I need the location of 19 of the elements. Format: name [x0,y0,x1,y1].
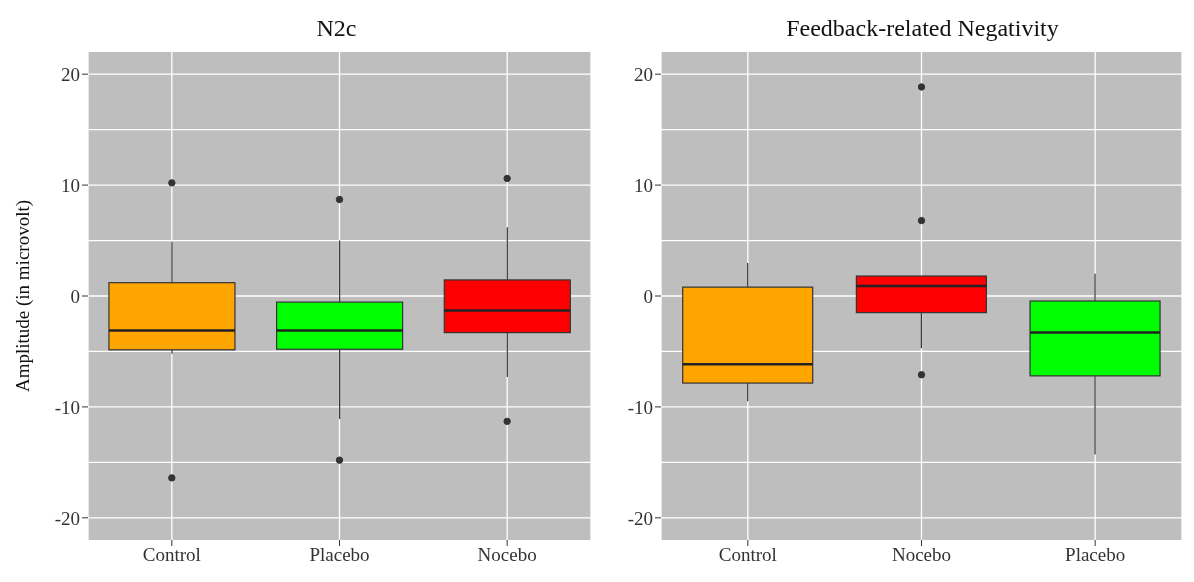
x-tick-label: Nocebo [477,544,537,566]
chart-title: Feedback-related Negativity [785,14,1060,43]
y-tick-label: 10 [61,174,80,196]
y-tick-label: -20 [54,507,80,529]
x-tick-label: Nocebo [891,544,952,566]
y-tick-label: -20 [627,507,653,529]
x-tick-label: Placebo [309,544,370,566]
y-tick-label: 0 [643,285,653,307]
x-tick-label: Placebo [1065,544,1126,566]
x-tick-label: Control [142,544,201,566]
chart-title: N2c [315,14,358,43]
y-tick-label: 0 [70,285,80,307]
y-axis-title: Amplitude (in microvolt) [11,199,34,393]
x-tick-label: Control [718,544,777,566]
y-tick-label: 10 [634,174,653,196]
y-tick-label: 20 [61,63,80,85]
y-tick-label: 20 [634,63,653,85]
y-tick-label: -10 [627,396,653,418]
y-tick-label: -10 [54,396,80,418]
